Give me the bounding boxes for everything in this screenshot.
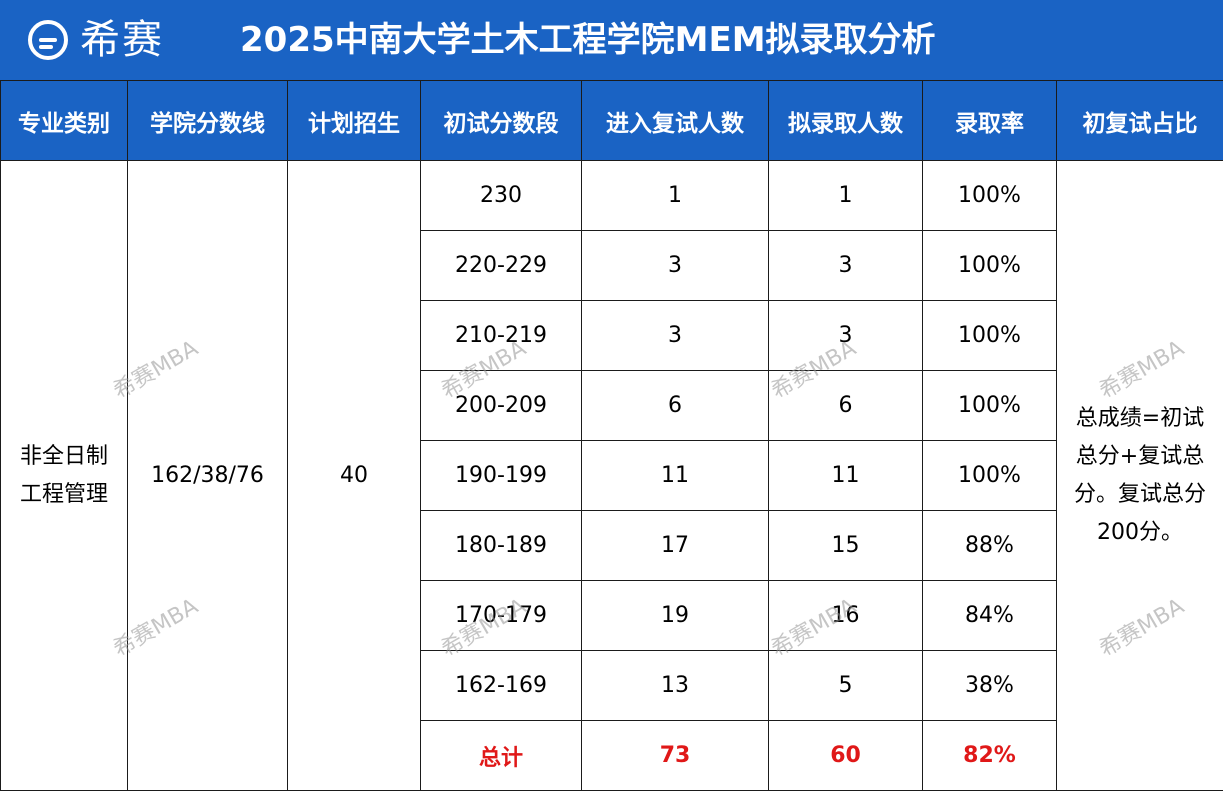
ratio-note-cell: 总成绩=初试 总分+复试总 分。复试总分 200分。 [1057,161,1223,791]
range-cell: 170-179 [421,581,582,651]
column-header: 学院分数线 [128,81,288,161]
logo: 希赛 [28,14,164,66]
rate-cell: 88% [923,511,1057,581]
range-cell: 162-169 [421,651,582,721]
column-header: 初试分数段 [421,81,582,161]
column-header: 拟录取人数 [769,81,923,161]
column-header: 录取率 [923,81,1057,161]
admit-cell: 5 [769,651,923,721]
range-cell: 230 [421,161,582,231]
total-interview-cell: 73 [582,721,769,791]
total-rate-cell: 82% [923,721,1057,791]
admit-cell: 15 [769,511,923,581]
rate-cell: 100% [923,371,1057,441]
interview-cell: 17 [582,511,769,581]
score-line-cell: 162/38/76 [128,161,288,791]
rate-cell: 38% [923,651,1057,721]
table-header-row: 专业类别 学院分数线 计划招生 初试分数段 进入复试人数 拟录取人数 录取率 初… [1,81,1223,161]
column-header: 初复试占比 [1057,81,1223,161]
interview-cell: 1 [582,161,769,231]
column-header: 专业类别 [1,81,128,161]
note-line: 总成绩=初试 [1076,406,1204,431]
major-line: 非全日制 [20,444,108,469]
total-admit-cell: 60 [769,721,923,791]
interview-cell: 6 [582,371,769,441]
interview-cell: 3 [582,231,769,301]
plan-cell: 40 [288,161,421,791]
rate-cell: 84% [923,581,1057,651]
note-line: 200分。 [1097,520,1183,545]
range-cell: 190-199 [421,441,582,511]
note-line: 分。复试总分 [1074,482,1206,507]
range-cell: 180-189 [421,511,582,581]
rate-cell: 100% [923,301,1057,371]
page-title: 2025中南大学土木工程学院MEM拟录取分析 [240,0,936,80]
admit-cell: 16 [769,581,923,651]
interview-cell: 13 [582,651,769,721]
major-line: 工程管理 [20,482,108,507]
admit-cell: 11 [769,441,923,511]
logo-e-icon [28,20,68,60]
range-cell: 210-219 [421,301,582,371]
interview-cell: 3 [582,301,769,371]
rate-cell: 100% [923,161,1057,231]
admission-table: 专业类别 学院分数线 计划招生 初试分数段 进入复试人数 拟录取人数 录取率 初… [0,80,1223,791]
admit-cell: 6 [769,371,923,441]
admit-cell: 1 [769,161,923,231]
admit-cell: 3 [769,301,923,371]
header-banner: 希赛 2025中南大学土木工程学院MEM拟录取分析 [0,0,1223,80]
note-line: 总分+复试总 [1076,444,1204,469]
admit-cell: 3 [769,231,923,301]
rate-cell: 100% [923,231,1057,301]
table-row: 非全日制 工程管理 162/38/76 40 230 1 1 100% 总成绩=… [1,161,1223,231]
range-cell: 220-229 [421,231,582,301]
column-header: 进入复试人数 [582,81,769,161]
interview-cell: 11 [582,441,769,511]
logo-text: 希赛 [80,14,164,66]
total-label-cell: 总计 [421,721,582,791]
interview-cell: 19 [582,581,769,651]
range-cell: 200-209 [421,371,582,441]
rate-cell: 100% [923,441,1057,511]
major-category-cell: 非全日制 工程管理 [1,161,128,791]
column-header: 计划招生 [288,81,421,161]
